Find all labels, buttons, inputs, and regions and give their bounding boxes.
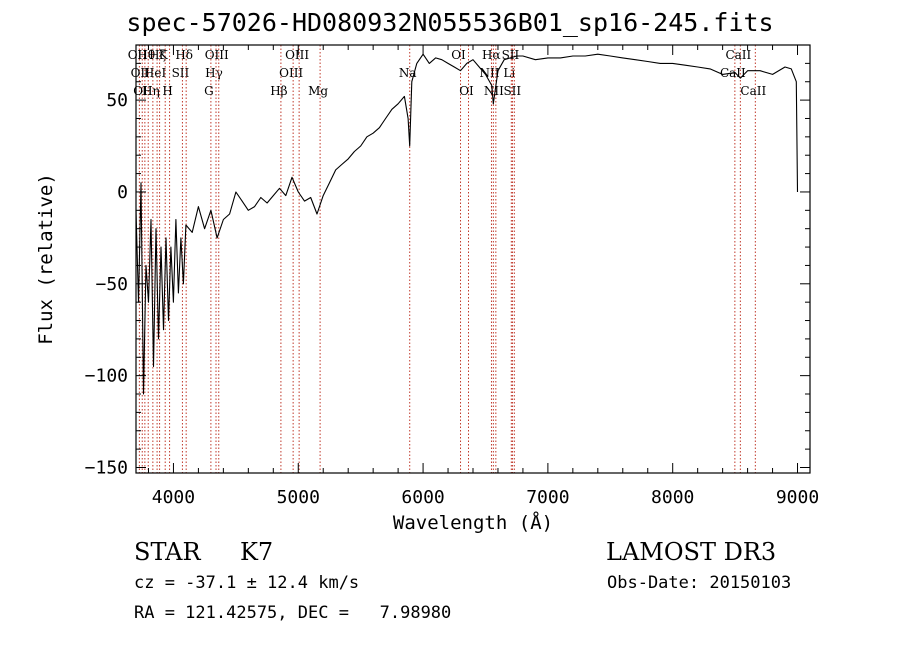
line-label-23: NII [484,84,504,98]
spectrum-line [135,53,799,395]
line-label-15: OIII [279,66,303,80]
x-tick-label-4000: 4000 [152,487,195,508]
x-tick-label-7000: 7000 [526,487,569,508]
line-label-19: OI [451,48,466,62]
line-label-6: Hζ [149,48,166,62]
x-tick-label-8000: 8000 [651,487,694,508]
line-label-21: NII [479,66,499,80]
x-tick-label-6000: 6000 [401,487,444,508]
line-label-18: Na [399,66,417,80]
line-label-9: SII [172,66,190,80]
line-label-7: K [159,48,169,62]
line-label-0: OII [128,48,148,62]
x-tick-label-9000: 9000 [776,487,819,508]
line-label-13: OIII [205,48,229,62]
coordinates: RA = 121.42575, DEC = 7.98980 [134,603,452,623]
line-label-25: SII [502,48,520,62]
object-subclass: K7 [240,538,274,566]
y-tick-label--150: −150 [85,457,128,478]
line-label-11: G [204,84,214,98]
line-label-4: Hη [142,84,160,98]
line-label-20: OI [459,84,474,98]
object-class: STAR [134,538,201,566]
line-label-26: SII [503,84,521,98]
observation-date: Obs-Date: 20150103 [607,573,792,593]
y-tick-label--100: −100 [85,366,128,387]
line-label-24: Li [503,66,515,80]
plot-frame [135,44,811,474]
line-label-22: Hα [482,48,501,62]
line-label-16: OIII [285,48,309,62]
line-label-14: Hβ [270,84,287,98]
line-label-8: H [162,84,172,98]
y-tick-label-0: 0 [117,182,128,203]
y-tick-label--50: −50 [95,274,128,295]
line-label-28: CaII [725,48,751,62]
survey-name: LAMOST DR3 [606,538,777,566]
line-label-10: Hδ [175,48,193,62]
y-axis-label: Flux (relative) [35,173,57,345]
line-label-5: HeI [144,66,167,80]
redshift-cz: cz = -37.1 ± 12.4 km/s [134,573,360,593]
x-tick-label-5000: 5000 [277,487,320,508]
line-label-12: Hγ [205,66,223,80]
chart-title: spec-57026-HD080932N055536B01_sp16-245.f… [126,8,774,37]
line-label-17: Mg [308,84,328,98]
x-axis-label: Wavelength (Å) [393,511,553,534]
y-tick-label-50: 50 [106,90,128,111]
line-label-29: CaII [740,84,766,98]
line-label-3: Hθ [137,48,155,62]
